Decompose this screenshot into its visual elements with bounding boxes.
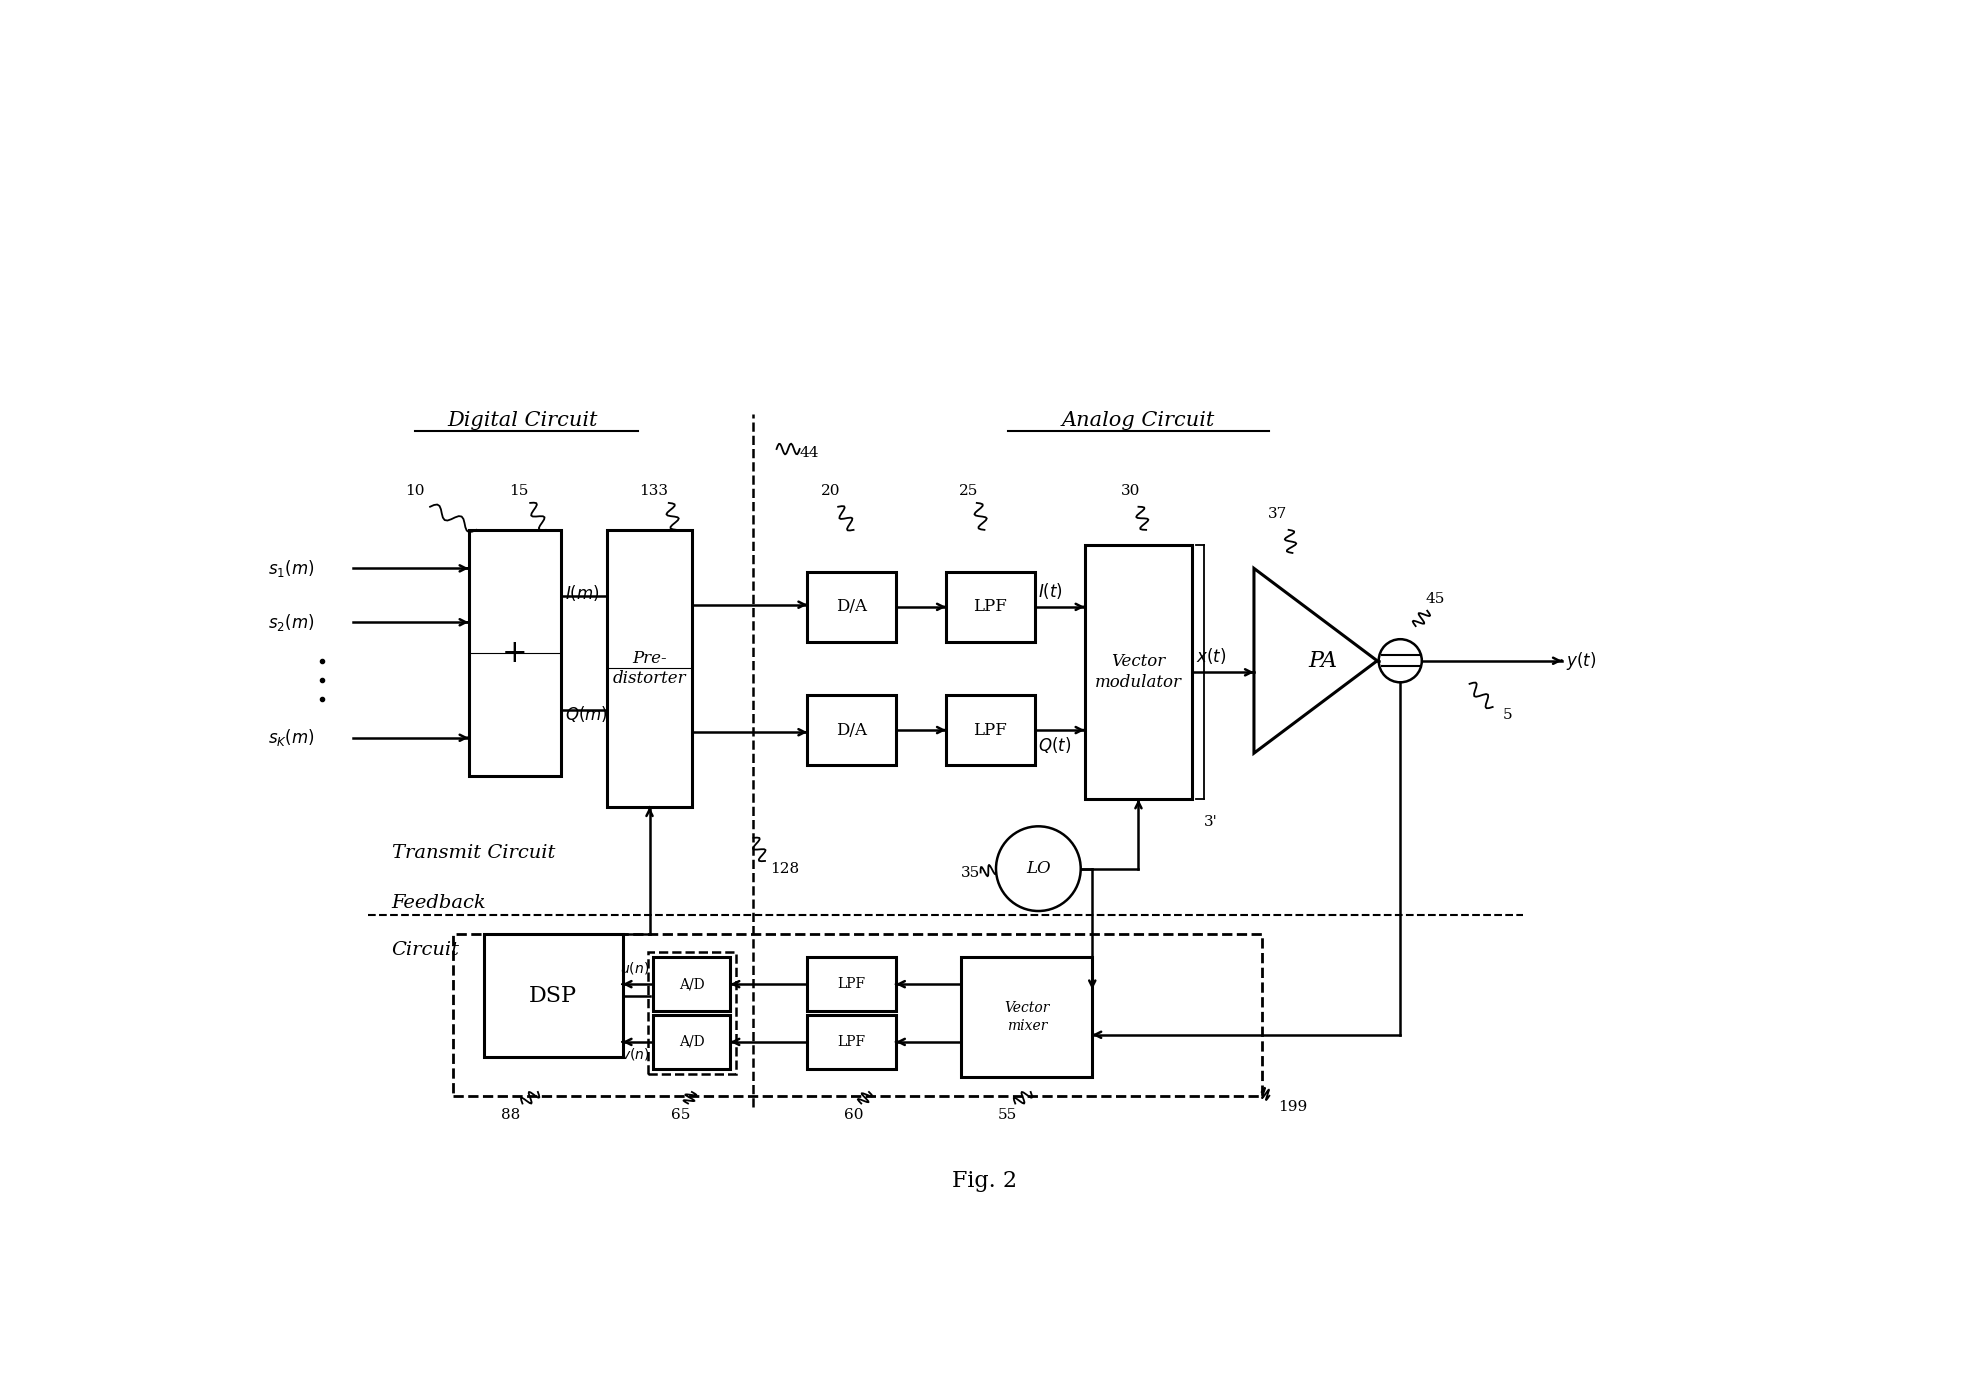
Text: 88: 88 bbox=[502, 1107, 520, 1123]
FancyBboxPatch shape bbox=[807, 1015, 897, 1069]
Text: LO: LO bbox=[1026, 860, 1052, 877]
Text: PA: PA bbox=[1309, 650, 1337, 672]
FancyBboxPatch shape bbox=[807, 958, 897, 1011]
Text: Pre-
distorter: Pre- distorter bbox=[613, 650, 686, 687]
FancyBboxPatch shape bbox=[653, 958, 730, 1011]
Text: $y(t)$: $y(t)$ bbox=[1565, 650, 1597, 672]
Text: 15: 15 bbox=[510, 485, 528, 499]
Text: $I(m)$: $I(m)$ bbox=[565, 583, 599, 603]
Text: Feedback: Feedback bbox=[391, 894, 486, 912]
FancyBboxPatch shape bbox=[807, 695, 897, 765]
FancyBboxPatch shape bbox=[807, 572, 897, 642]
Text: D/A: D/A bbox=[835, 721, 867, 739]
Polygon shape bbox=[1254, 569, 1377, 753]
Text: D/A: D/A bbox=[835, 598, 867, 616]
Text: 3': 3' bbox=[1204, 815, 1218, 829]
Text: 25: 25 bbox=[960, 485, 978, 499]
FancyBboxPatch shape bbox=[484, 934, 623, 1058]
Text: A/D: A/D bbox=[679, 1035, 704, 1048]
Text: Circuit: Circuit bbox=[391, 941, 460, 959]
FancyBboxPatch shape bbox=[468, 530, 561, 776]
Text: $Q(t)$: $Q(t)$ bbox=[1038, 735, 1071, 756]
Text: DSP: DSP bbox=[530, 985, 577, 1007]
Text: 35: 35 bbox=[962, 866, 980, 879]
Text: $x(t)$: $x(t)$ bbox=[1196, 646, 1226, 666]
Text: Vector
modulator: Vector modulator bbox=[1095, 654, 1182, 691]
Text: Analog Circuit: Analog Circuit bbox=[1061, 411, 1214, 430]
Text: +: + bbox=[502, 638, 528, 669]
Text: Transmit Circuit: Transmit Circuit bbox=[391, 844, 556, 863]
Text: 44: 44 bbox=[800, 445, 819, 460]
Text: 45: 45 bbox=[1425, 592, 1444, 606]
Circle shape bbox=[996, 826, 1081, 911]
Text: $s_2(m)$: $s_2(m)$ bbox=[268, 611, 315, 633]
Text: $s_K(m)$: $s_K(m)$ bbox=[268, 727, 315, 749]
Text: $u(n)$: $u(n)$ bbox=[621, 960, 649, 977]
Text: $Q(m)$: $Q(m)$ bbox=[565, 703, 607, 724]
Text: 5: 5 bbox=[1504, 708, 1514, 721]
Text: LPF: LPF bbox=[974, 721, 1008, 739]
Text: LPF: LPF bbox=[837, 1035, 865, 1048]
Text: 10: 10 bbox=[405, 485, 425, 499]
FancyBboxPatch shape bbox=[607, 530, 692, 807]
Text: 37: 37 bbox=[1268, 507, 1288, 522]
Text: 133: 133 bbox=[639, 485, 669, 499]
FancyBboxPatch shape bbox=[653, 1015, 730, 1069]
Text: A/D: A/D bbox=[679, 977, 704, 991]
Text: Digital Circuit: Digital Circuit bbox=[446, 411, 597, 430]
Text: $s_1(m)$: $s_1(m)$ bbox=[268, 558, 315, 578]
Text: 199: 199 bbox=[1278, 1101, 1307, 1114]
Text: 20: 20 bbox=[821, 485, 839, 499]
Circle shape bbox=[1379, 639, 1423, 683]
FancyBboxPatch shape bbox=[946, 695, 1034, 765]
Text: Vector
mixer: Vector mixer bbox=[1004, 1002, 1050, 1032]
Text: 60: 60 bbox=[843, 1107, 863, 1123]
Text: Fig. 2: Fig. 2 bbox=[952, 1169, 1018, 1191]
Text: 55: 55 bbox=[998, 1107, 1018, 1123]
FancyBboxPatch shape bbox=[946, 572, 1034, 642]
Text: $v(n)$: $v(n)$ bbox=[621, 1046, 649, 1062]
Text: 30: 30 bbox=[1121, 485, 1141, 499]
Text: LPF: LPF bbox=[837, 977, 865, 991]
Text: 65: 65 bbox=[671, 1107, 690, 1123]
Text: $I(t)$: $I(t)$ bbox=[1038, 581, 1063, 602]
Text: 128: 128 bbox=[770, 861, 800, 875]
FancyBboxPatch shape bbox=[1085, 545, 1192, 800]
Text: LPF: LPF bbox=[974, 598, 1008, 616]
FancyBboxPatch shape bbox=[962, 958, 1093, 1077]
